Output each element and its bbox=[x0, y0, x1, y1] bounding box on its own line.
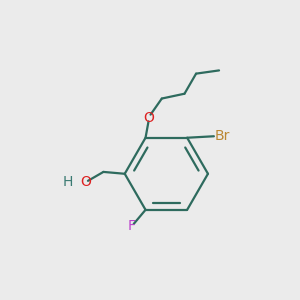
Text: H: H bbox=[63, 175, 73, 189]
Text: O: O bbox=[80, 175, 91, 189]
Text: F: F bbox=[128, 219, 136, 233]
Text: Br: Br bbox=[215, 129, 230, 143]
Text: O: O bbox=[143, 110, 154, 124]
